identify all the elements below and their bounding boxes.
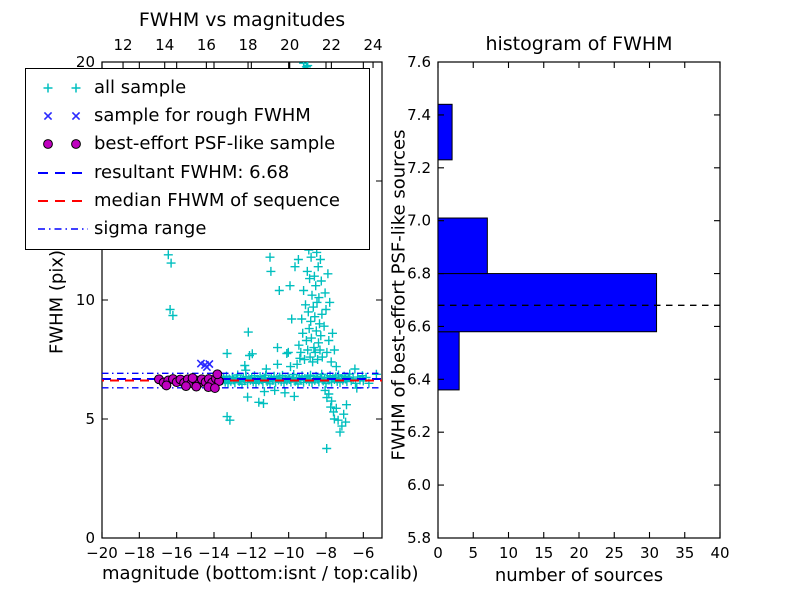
x-tick-label: 25 <box>605 544 624 562</box>
x-tick-label: −8 <box>315 544 337 562</box>
x-tick-label: 30 <box>640 544 659 562</box>
hist-bar <box>437 331 460 391</box>
x-tick-label: −12 <box>236 544 268 562</box>
y-tick-label: 6.2 <box>407 423 431 441</box>
scatter-psf-sample-point <box>161 380 172 391</box>
legend-entry: best-effort PSF-like sample <box>36 130 369 158</box>
x-tick-label: −14 <box>198 544 230 562</box>
legend-label: sigma range <box>94 218 207 240</box>
hist-bar <box>437 103 453 161</box>
scatter-psf-sample-point <box>212 369 223 380</box>
legend-entry: all sample <box>36 74 369 102</box>
scatter-rough-fwhm-sample <box>196 359 214 372</box>
dashed-line-legend-icon <box>38 199 88 202</box>
left-xaxis-label: magnitude (bottom:isnt / top:calib) <box>102 563 419 584</box>
plus-legend-icon <box>43 83 81 93</box>
legend-label: best-effort PSF-like sample <box>94 133 336 155</box>
circle-legend-icon <box>43 139 81 150</box>
legend-label: median FHWM of sequence <box>94 189 340 211</box>
x-legend-icon <box>43 112 81 121</box>
legend-label: sample for rough FWHM <box>94 105 311 127</box>
x-tick-label: 10 <box>499 544 518 562</box>
circle-glyph <box>43 139 53 150</box>
x-tick-label: 15 <box>534 544 553 562</box>
left-yaxis-label: FWHM (pix) <box>46 249 68 355</box>
top-tick-label: 22 <box>322 36 341 54</box>
legend-box: all sample sample for rough FWHM best-effo… <box>25 68 370 250</box>
x-tick-label: −6 <box>352 544 374 562</box>
circle-glyph <box>71 139 81 150</box>
scatter-psf-sample-point <box>181 381 191 392</box>
x-glyph <box>71 112 81 121</box>
top-tick-label: 12 <box>113 36 132 54</box>
x-tick-label: 40 <box>710 544 729 562</box>
right-xaxis-label: number of sources <box>494 565 664 586</box>
top-tick-label: 20 <box>280 36 299 54</box>
legend-entry: sample for rough FWHM <box>36 102 369 130</box>
x-tick-label: 0 <box>433 544 443 562</box>
x-tick-label: 35 <box>675 544 694 562</box>
legend-entry: resultant FWHM: 6.68 <box>36 159 369 187</box>
legend-label: resultant FWHM: 6.68 <box>94 161 290 183</box>
legend-entry: median FHWM of sequence <box>36 187 369 215</box>
top-tick-label: 18 <box>238 36 257 54</box>
y-tick-label: 7.2 <box>407 159 431 177</box>
y-tick-label: 6.0 <box>407 476 431 494</box>
y-tick-label: 20 <box>76 53 95 71</box>
hist-bar <box>437 217 488 275</box>
x-glyph <box>43 112 53 121</box>
top-tick-label: 16 <box>197 36 216 54</box>
y-tick-label: 10 <box>76 291 95 309</box>
y-tick-label: 7.0 <box>407 212 431 230</box>
y-tick-label: 5 <box>85 410 95 428</box>
left-plot-area <box>102 62 382 453</box>
right-chart-title: histogram of FWHM <box>485 33 673 55</box>
top-tick-label: 24 <box>363 36 382 54</box>
x-tick-label: −20 <box>86 544 118 562</box>
hist-bar <box>437 273 658 333</box>
dashed-line-legend-icon <box>38 171 88 174</box>
scatter-psf-sample-point <box>210 383 220 393</box>
scatter-psf-sample-point <box>191 381 202 392</box>
x-tick-label: 20 <box>569 544 588 562</box>
plus-glyph <box>43 83 53 93</box>
y-tick-label: 6.8 <box>407 265 431 283</box>
x-tick-label: 5 <box>468 544 478 562</box>
x-tick-label: −16 <box>161 544 193 562</box>
plus-glyph <box>71 83 81 93</box>
y-tick-label: 7.6 <box>407 53 431 71</box>
dashdot-line-legend-icon <box>38 228 88 230</box>
y-tick-label: 5.8 <box>407 529 431 547</box>
top-tick-label: 14 <box>155 36 174 54</box>
legend-entry: sigma range <box>36 215 369 243</box>
x-tick-label: −10 <box>273 544 305 562</box>
y-tick-label: 6.6 <box>407 317 431 335</box>
legend-label: all sample <box>94 77 187 99</box>
tick-marks <box>437 61 721 539</box>
x-tick-label: −18 <box>124 544 156 562</box>
y-tick-label: 6.4 <box>407 370 431 388</box>
y-tick-label: 7.4 <box>407 106 431 124</box>
scatter-psf-sample-point <box>187 373 198 383</box>
left-chart-title: FWHM vs magnitudes <box>138 9 346 31</box>
right-yaxis-label: FWHM of best-effort PSF-like sources <box>388 129 410 461</box>
y-tick-label: 0 <box>85 529 95 547</box>
